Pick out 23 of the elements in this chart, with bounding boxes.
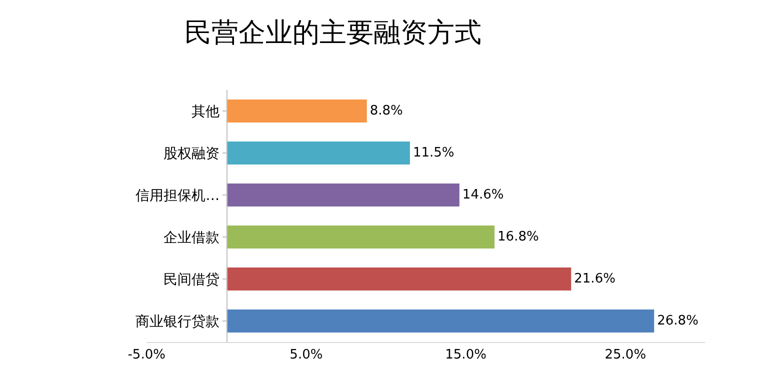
- data-label: 16.8%: [498, 230, 539, 244]
- bar: [226, 225, 495, 249]
- bar: [226, 309, 654, 333]
- bar: [226, 267, 572, 291]
- y-tick-label: 股权融资: [164, 146, 220, 162]
- bar: [226, 183, 460, 207]
- y-tick-label: 企业借款: [164, 230, 220, 246]
- data-label: 11.5%: [412, 146, 454, 160]
- data-label: 26.8%: [657, 314, 698, 328]
- data-label: 14.6%: [462, 188, 504, 202]
- y-tick-label: 商业银行贷款: [136, 314, 220, 330]
- x-tick-label: -5.0%: [128, 348, 166, 363]
- data-label: 8.8%: [370, 104, 403, 118]
- y-tick-label: 信用担保机…: [136, 188, 220, 204]
- bar: [226, 99, 367, 123]
- x-tick-label: 5.0%: [290, 348, 323, 363]
- chart-title: 民营企业的主要融资方式: [184, 17, 482, 48]
- data-label: 21.6%: [574, 272, 616, 286]
- y-tick-label: 其他: [192, 104, 220, 120]
- x-tick-label: 15.0%: [445, 348, 486, 363]
- x-tick-label: 25.0%: [604, 348, 646, 363]
- bar: [226, 141, 410, 165]
- y-tick-label: 民间借贷: [164, 272, 220, 288]
